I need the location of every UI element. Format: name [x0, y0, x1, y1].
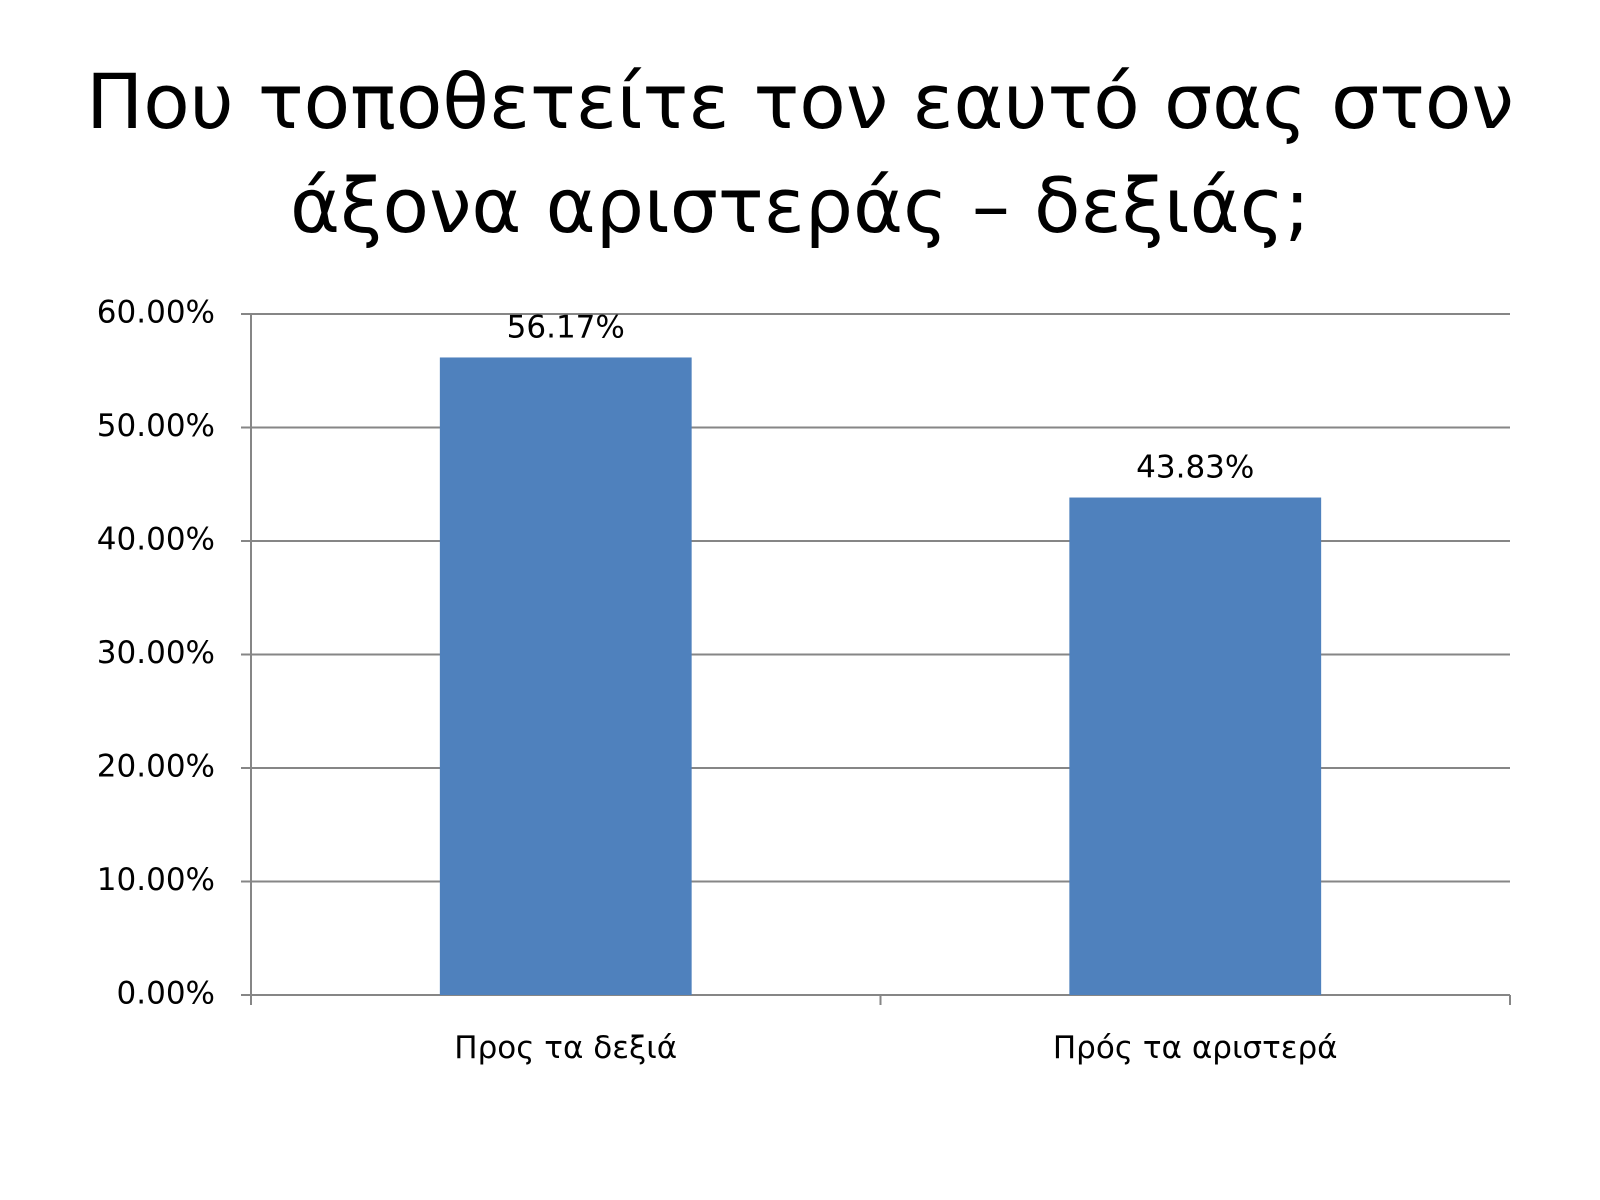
bar: [1069, 497, 1322, 995]
chart-title: Που τοποθετείτε τον εαυτό σας στον: [86, 57, 1514, 146]
y-tick-label: 20.00%: [97, 749, 215, 785]
x-tick-label: Προς τα δεξιά: [454, 1030, 677, 1066]
y-tick-label: 10.00%: [97, 862, 215, 898]
chart-title: άξονα αριστεράς – δεξιάς;: [290, 161, 1310, 250]
value-label: 56.17%: [507, 309, 625, 345]
y-tick-label: 0.00%: [117, 976, 215, 1012]
y-tick-label: 30.00%: [97, 635, 215, 671]
y-tick-label: 60.00%: [97, 295, 215, 331]
x-tick-label: Πρός τα αριστερά: [1053, 1030, 1338, 1066]
value-label: 43.83%: [1136, 450, 1254, 486]
y-tick-label: 50.00%: [97, 408, 215, 444]
y-tick-label: 40.00%: [97, 522, 215, 558]
bar: [439, 357, 692, 996]
